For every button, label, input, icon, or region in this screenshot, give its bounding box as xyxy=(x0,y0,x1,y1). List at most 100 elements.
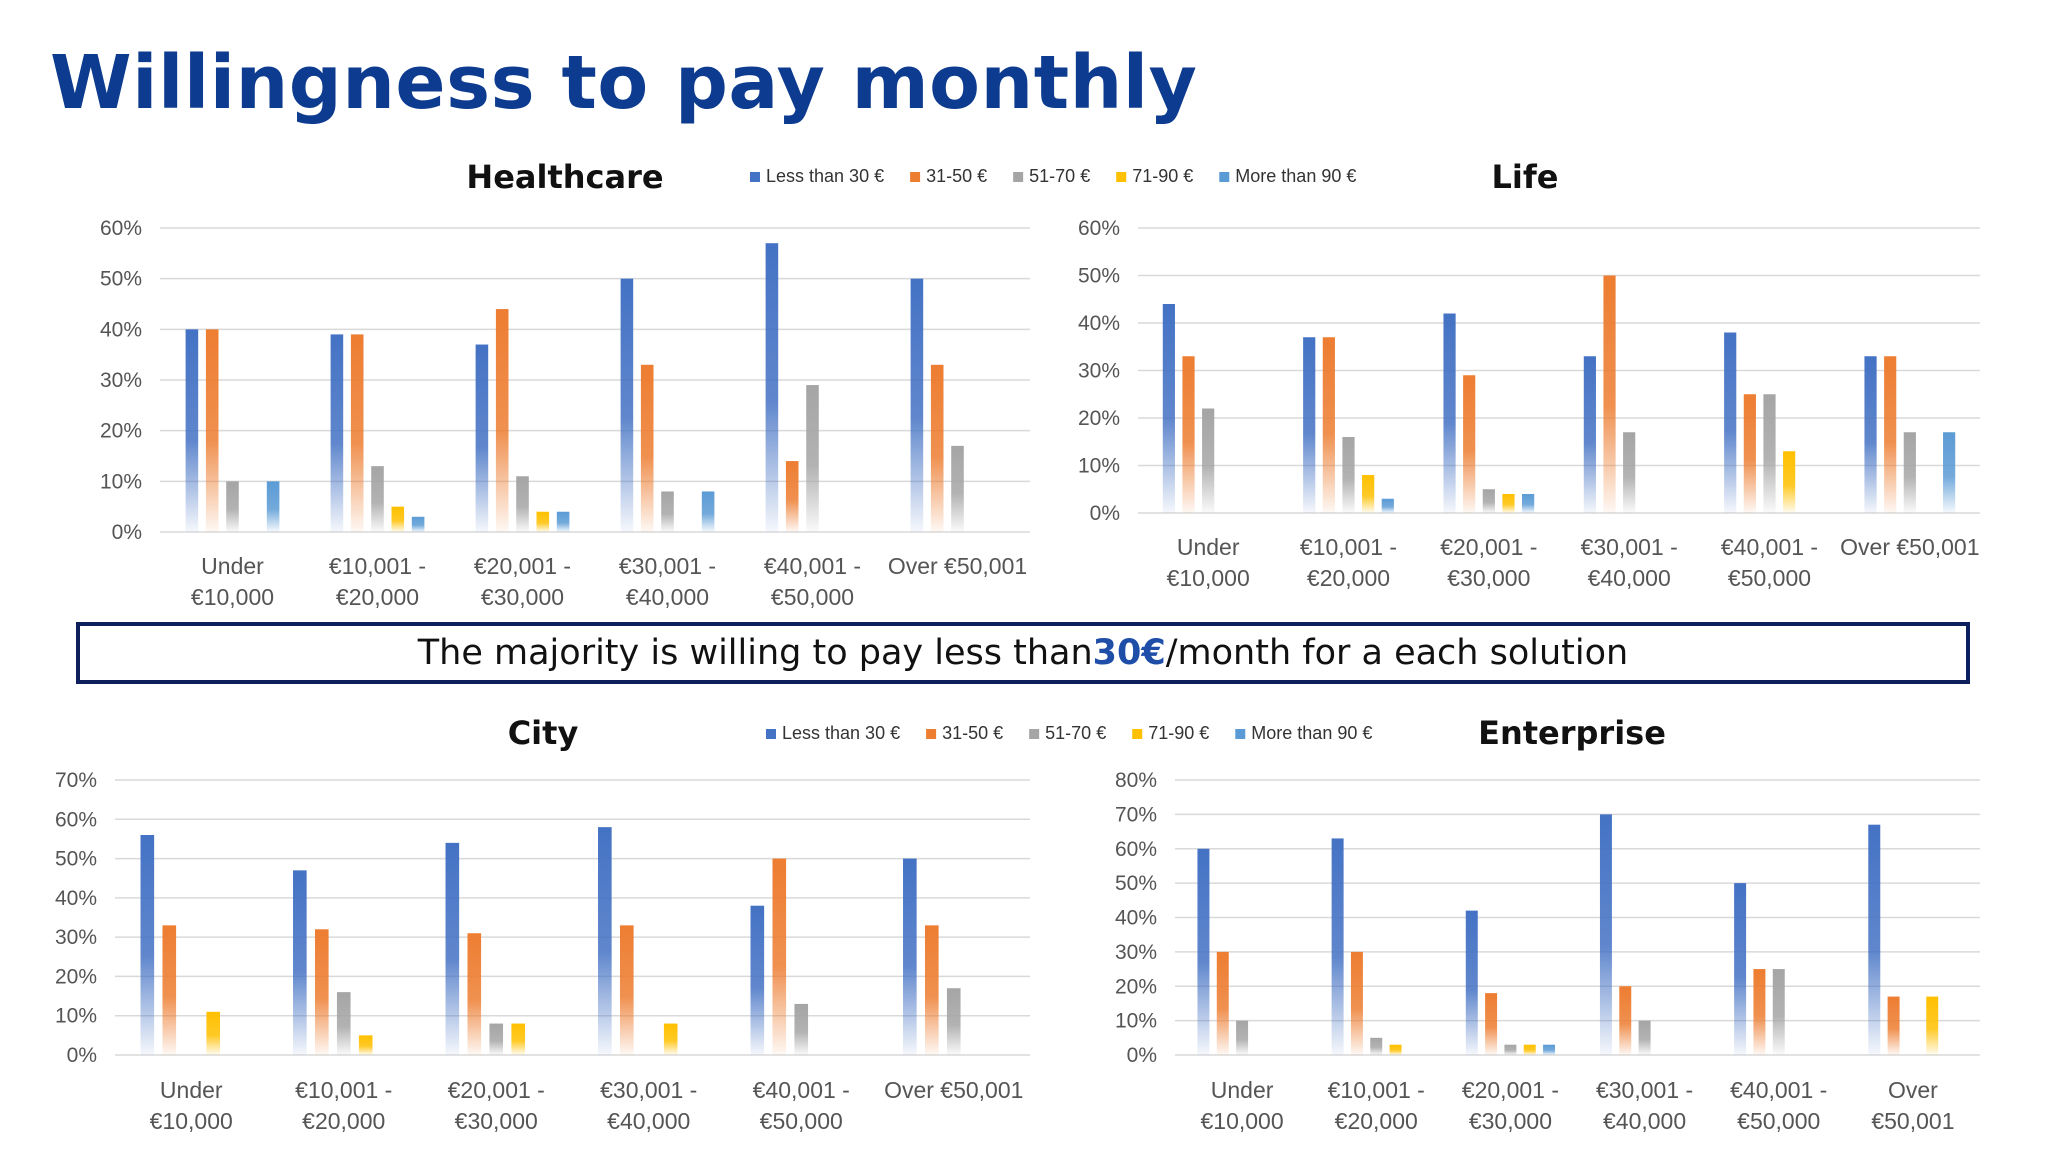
x-tick-label: €10,001 - xyxy=(1300,534,1397,560)
y-tick-label: 0% xyxy=(112,521,142,544)
chart-title: Enterprise xyxy=(1478,714,1666,752)
y-tick-label: 50% xyxy=(100,268,142,291)
x-tick-label: €20,000 xyxy=(302,1108,385,1134)
y-tick-label: 60% xyxy=(1078,217,1120,240)
bar xyxy=(1522,494,1535,513)
x-tick-label: €50,001 xyxy=(1871,1108,1954,1134)
bar xyxy=(1943,432,1956,513)
x-tick-label: €30,001 - xyxy=(1581,534,1678,560)
y-tick-label: 50% xyxy=(55,848,97,871)
x-tick-label: €10,001 - xyxy=(329,553,426,579)
chart-title: City xyxy=(508,714,579,752)
bar xyxy=(1523,1044,1536,1055)
chart-title: Healthcare xyxy=(466,158,663,196)
x-tick-label: €20,001 - xyxy=(1440,534,1537,560)
bar xyxy=(511,1023,526,1055)
bar xyxy=(930,364,944,532)
x-tick-label: €30,000 xyxy=(1469,1108,1552,1134)
y-tick-label: 0% xyxy=(67,1044,97,1067)
bar xyxy=(226,481,239,532)
bar xyxy=(1864,356,1877,513)
bar xyxy=(1463,375,1476,513)
x-tick-label: €10,000 xyxy=(150,1108,233,1134)
legend-swatch xyxy=(1116,172,1127,182)
bar xyxy=(619,925,634,1055)
x-tick-label: €30,000 xyxy=(455,1108,538,1134)
x-tick-label: €40,001 - xyxy=(1730,1077,1827,1103)
bar xyxy=(1350,951,1363,1055)
bar xyxy=(1868,824,1881,1055)
legend-swatch xyxy=(1132,729,1143,739)
bar xyxy=(1465,910,1478,1055)
bar xyxy=(467,933,482,1055)
legend-swatch xyxy=(750,172,760,182)
bar xyxy=(206,1011,221,1055)
callout-text-after: /month for a each solution xyxy=(1165,633,1629,673)
bar xyxy=(910,278,924,532)
bar xyxy=(1599,814,1612,1055)
x-tick-label: Over €50,001 xyxy=(884,1077,1023,1103)
bar xyxy=(1724,332,1737,513)
x-tick-label: €10,000 xyxy=(191,584,274,610)
life-chart: Life 0% 10% 20% 30% 40% 50% 60% Under €10,000 €10,… xyxy=(1078,158,1980,591)
bar xyxy=(1162,304,1175,513)
callout-text-before: The majority is willing to pay less than xyxy=(417,633,1093,673)
y-tick-label: 40% xyxy=(1115,907,1157,930)
y-tick-label: 70% xyxy=(1115,803,1157,826)
x-tick-label: €40,000 xyxy=(1588,565,1671,591)
legend-label: Less than 30 € xyxy=(766,166,884,186)
bar xyxy=(1482,489,1495,513)
chart-legend: Less than 30 € 31-50 € 51-70 € 71-90 € More … xyxy=(766,723,1372,743)
legend-label: 31-50 € xyxy=(942,723,1003,743)
bar xyxy=(293,870,307,1055)
bar xyxy=(620,278,634,532)
bar xyxy=(1182,356,1195,513)
legend-swatch xyxy=(926,729,937,739)
city-chart: City Less than 30 € 31-50 € 51-70 € 71-90 € M… xyxy=(55,714,1372,1134)
x-tick-label: €40,001 - xyxy=(1721,534,1818,560)
x-tick-label: Over €50,001 xyxy=(1840,534,1979,560)
x-tick-label: Under xyxy=(1211,1077,1274,1103)
bar xyxy=(1303,337,1316,513)
x-tick-label: €10,001 - xyxy=(1328,1077,1425,1103)
bar xyxy=(489,1023,504,1055)
y-tick-label: 50% xyxy=(1115,872,1157,895)
y-tick-label: 0% xyxy=(1127,1044,1157,1067)
chart-title: Life xyxy=(1492,158,1559,196)
legend-swatch xyxy=(766,729,776,739)
x-tick-label: €50,000 xyxy=(1728,565,1811,591)
x-tick-label: €30,000 xyxy=(1447,565,1530,591)
x-tick-label: €20,001 - xyxy=(1462,1077,1559,1103)
chart-legend: Less than 30 € 31-50 € 51-70 € 71-90 € More … xyxy=(750,166,1356,186)
bar xyxy=(661,491,674,532)
legend-label: 51-70 € xyxy=(1029,166,1090,186)
legend-label: More than 90 € xyxy=(1235,166,1356,186)
bar xyxy=(1543,1044,1556,1055)
bar xyxy=(556,511,570,532)
y-tick-label: 80% xyxy=(1115,769,1157,792)
bar xyxy=(1443,313,1456,513)
bar xyxy=(162,925,177,1055)
x-tick-label: €40,001 - xyxy=(753,1077,850,1103)
bar xyxy=(336,992,351,1055)
bar xyxy=(495,309,509,532)
x-tick-label: €30,001 - xyxy=(619,553,716,579)
x-tick-label: €20,001 - xyxy=(474,553,571,579)
x-tick-label: €20,000 xyxy=(1307,565,1390,591)
legend-label: Less than 30 € xyxy=(782,723,900,743)
x-tick-label: Under xyxy=(160,1077,223,1103)
bar xyxy=(185,329,199,532)
bar xyxy=(1502,494,1515,513)
x-tick-label: €30,001 - xyxy=(600,1077,697,1103)
y-tick-label: 40% xyxy=(1078,312,1120,335)
summary-callout: The majority is willing to pay less than… xyxy=(76,622,1970,684)
bar xyxy=(924,925,939,1055)
x-tick-label: €20,000 xyxy=(336,584,419,610)
bar xyxy=(266,481,280,532)
bar xyxy=(1342,437,1355,513)
bar xyxy=(1202,408,1215,513)
bar xyxy=(1381,498,1394,513)
legend-swatch xyxy=(1219,172,1230,182)
bar xyxy=(1322,337,1335,513)
y-tick-label: 50% xyxy=(1078,265,1120,288)
